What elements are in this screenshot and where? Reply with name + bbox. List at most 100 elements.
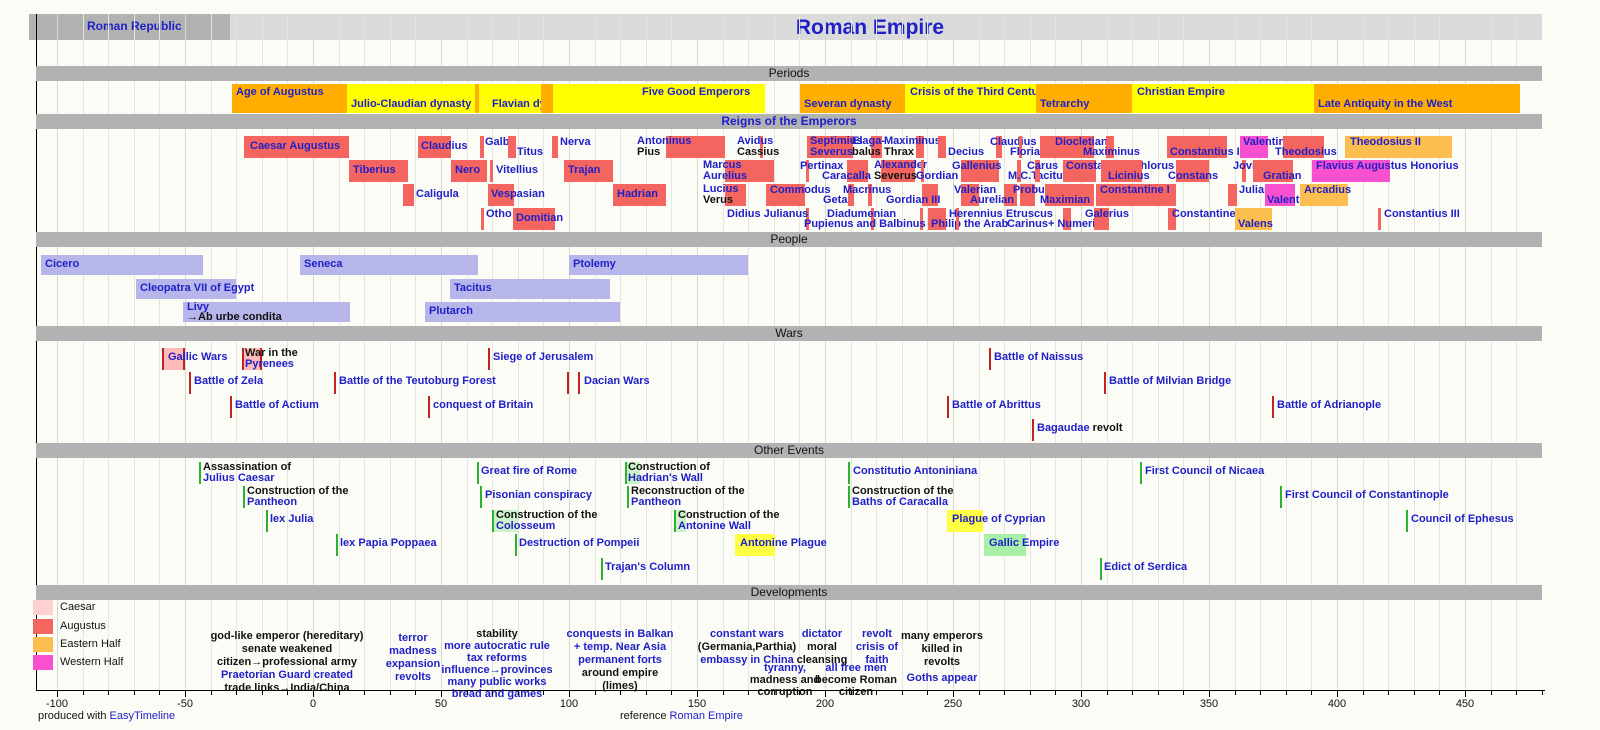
development-text[interactable]: Goths appear	[906, 672, 978, 684]
label-text[interactable]: Hadrian	[617, 188, 658, 200]
development-text[interactable]: crisis of	[855, 641, 899, 653]
label-text[interactable]: Maximinus	[1083, 146, 1140, 158]
label-text[interactable]: Plague of Cyprian	[952, 513, 1046, 525]
label-text[interactable]: Dacian Wars	[584, 375, 650, 387]
development-text[interactable]: dictator	[801, 628, 843, 640]
label-text[interactable]: Pantheon	[631, 496, 682, 508]
label-text[interactable]: Constantius III	[1384, 208, 1460, 220]
label-text[interactable]: Valerian	[954, 184, 997, 196]
label-text[interactable]: Theodosius II	[1350, 136, 1421, 148]
label-text[interactable]: Antonine Wall	[678, 520, 751, 532]
label-text[interactable]: Flavius Augustus Honorius	[1316, 160, 1459, 172]
label-text[interactable]: Elaga-	[852, 135, 886, 147]
label-text[interactable]: Florianus	[1010, 146, 1060, 158]
label-text[interactable]: Antoninus	[637, 135, 692, 147]
development-text[interactable]: all free men	[825, 662, 887, 674]
label-text[interactable]: Macrinus	[843, 184, 892, 196]
label-text[interactable]: Siege of Jerusalem	[493, 351, 594, 363]
label-text[interactable]: Pisonian conspiracy	[485, 489, 592, 501]
development-text[interactable]: many public works	[447, 676, 547, 688]
label-text[interactable]: Avidus	[737, 135, 774, 147]
roman-empire-link[interactable]: Roman Empire	[669, 710, 743, 722]
label-text[interactable]: Battle of Naissus	[994, 351, 1084, 363]
label-text[interactable]: Baths of Caracalla	[852, 496, 948, 508]
development-text[interactable]: influence→provinces	[441, 664, 553, 676]
development-text[interactable]: faith	[865, 654, 889, 666]
label-text[interactable]: Seneca	[304, 258, 343, 270]
label-text[interactable]: Severan dynasty	[804, 98, 892, 110]
label-text[interactable]: Domitian	[516, 212, 564, 224]
label-text[interactable]: Decius	[948, 146, 985, 158]
label-text[interactable]: lex Julia	[270, 513, 314, 525]
label-text[interactable]: Alexander	[874, 159, 928, 171]
label-text[interactable]: Jovian	[1233, 160, 1268, 172]
label-text[interactable]: Aurelius	[703, 170, 748, 182]
label-text[interactable]: Late Antiquity in the West	[1318, 98, 1453, 110]
label-text[interactable]: Gallenius	[952, 160, 1002, 172]
label-text[interactable]: Gordian I+ II	[916, 170, 980, 182]
easytimeline-link[interactable]: EasyTimeline	[109, 710, 176, 722]
label-text[interactable]: Age of Augustus	[236, 86, 324, 98]
development-text[interactable]: terror	[398, 632, 428, 644]
development-text[interactable]: embassy in China	[700, 654, 794, 666]
label-text[interactable]: Destruction of Pompeii	[519, 537, 640, 549]
label-text[interactable]: Aurelian	[970, 194, 1015, 206]
development-text[interactable]: tax reforms	[467, 652, 527, 664]
label-text[interactable]: Maximian	[1040, 194, 1091, 206]
label-text[interactable]: Edict of Serdica	[1104, 561, 1188, 573]
label-text[interactable]: Cleopatra VII of Egypt	[140, 282, 255, 294]
label-text[interactable]: Plutarch	[429, 305, 474, 317]
label-text[interactable]: Council of Ephesus	[1411, 513, 1514, 525]
label-text[interactable]: Gallic Empire	[989, 537, 1060, 549]
development-text[interactable]: expansion	[385, 658, 441, 670]
development-text[interactable]: Praetorian Guard created	[220, 669, 354, 681]
label-text[interactable]: Septimius	[810, 135, 863, 147]
label-text[interactable]: Colosseum	[496, 520, 556, 532]
label-text[interactable]: Carus	[1027, 160, 1059, 172]
label-text[interactable]: Antonine Plague	[740, 537, 827, 549]
label-text[interactable]: Pupienus and Balbinus	[804, 218, 926, 230]
label-text[interactable]: Battle of the Teutoburg Forest	[339, 375, 496, 387]
development-text[interactable]: bread and games	[451, 688, 543, 700]
label-text[interactable]: Flavian dynasty	[492, 98, 575, 110]
label-text[interactable]: Christian Empire	[1137, 86, 1226, 98]
development-text[interactable]: more autocratic rule	[444, 640, 550, 652]
development-text[interactable]: tyranny,	[764, 662, 806, 674]
label-text[interactable]: First Council of Constantinople	[1285, 489, 1449, 501]
label-text[interactable]: Gallic Wars	[168, 351, 228, 363]
label-text[interactable]: Battle of Milvian Bridge	[1109, 375, 1232, 387]
label-text[interactable]: Vespasian	[491, 188, 545, 200]
development-text[interactable]: constant wars	[710, 628, 784, 640]
label-text[interactable]: Licinius	[1108, 170, 1150, 182]
label-text[interactable]: Constantine I	[1100, 184, 1170, 196]
development-text[interactable]: revolt	[862, 628, 892, 640]
label-text[interactable]: Constitutio Antoniniana	[853, 465, 978, 477]
label-text[interactable]: Battle of Adrianople	[1277, 399, 1382, 411]
label-text[interactable]: Livy	[187, 301, 210, 313]
label-text[interactable]: Julio-Claudian dynasty	[351, 98, 472, 110]
label-text[interactable]: Gordian III	[886, 194, 941, 206]
label-text[interactable]: Trajan's Column	[605, 561, 691, 573]
label-text[interactable]: Constantius II	[1170, 146, 1243, 158]
label-text[interactable]: Philip the Arab	[931, 218, 1009, 230]
label-text[interactable]: Nero	[455, 164, 481, 176]
label-text[interactable]: Five Good Emperors	[642, 86, 751, 98]
label-text[interactable]: Trajan	[568, 164, 601, 176]
label-text[interactable]: Claudius II	[990, 136, 1046, 148]
label-text[interactable]: Gratian	[1263, 170, 1302, 182]
label-text[interactable]: Hadrian's Wall	[628, 472, 703, 484]
label-text[interactable]: Tacitus	[454, 282, 492, 294]
label-text[interactable]: Commodus	[770, 184, 831, 196]
label-text[interactable]: Titus	[517, 146, 544, 158]
label-text[interactable]: Constantine II	[1172, 208, 1245, 220]
label-text[interactable]: Caesar Augustus	[250, 140, 341, 152]
development-text[interactable]: revolts	[394, 671, 432, 683]
label-text[interactable]: Julian	[1239, 184, 1271, 196]
label-text[interactable]: Pertinax	[800, 160, 844, 172]
label-text[interactable]: lex Papia Poppaea	[340, 537, 437, 549]
label-text[interactable]: Battle of Actium	[235, 399, 319, 411]
label-text[interactable]: Lucius	[703, 183, 739, 195]
label-text[interactable]: Theodosius	[1275, 146, 1337, 158]
label-text[interactable]: conquest of Britain	[433, 399, 534, 411]
label-text[interactable]: Pyrenees	[245, 358, 294, 370]
